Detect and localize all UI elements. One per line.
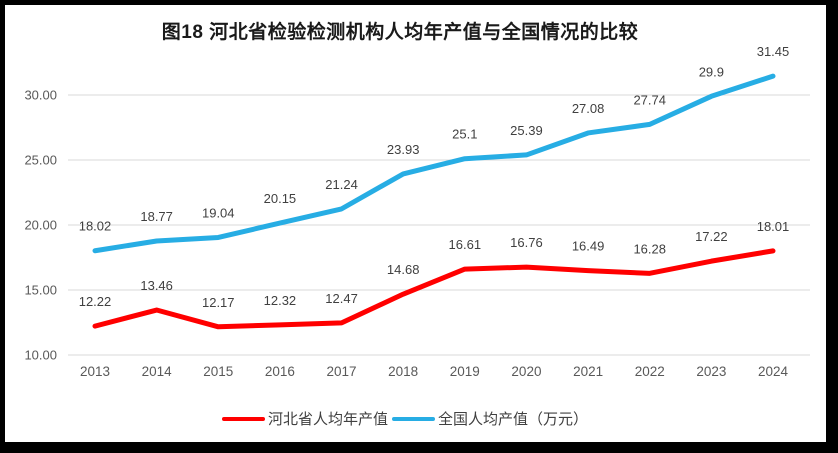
chart-legend: 河北省人均年产值 全国人均产值（万元） <box>5 408 805 429</box>
data-label-national: 25.39 <box>510 123 543 138</box>
data-label-national: 23.93 <box>387 142 420 157</box>
data-label-national: 25.1 <box>452 127 477 142</box>
data-label-hebei: 16.28 <box>633 241 666 256</box>
series-line-national <box>92 73 776 254</box>
legend-item-national: 全国人均产值（万元） <box>392 408 588 429</box>
chart-area: 图18 河北省检验检测机构人均年产值与全国情况的比较 10.00 15.00 20.… <box>5 5 826 442</box>
x-tick-label: 2015 <box>203 364 233 379</box>
data-label-hebei: 16.49 <box>572 239 605 254</box>
chart-title: 图18 河北省检验检测机构人均年产值与全国情况的比较 <box>161 22 639 43</box>
data-label-hebei: 12.17 <box>202 295 235 310</box>
x-tick-label: 2023 <box>696 364 726 379</box>
data-label-hebei: 12.47 <box>325 291 358 306</box>
data-label-national: 21.24 <box>325 177 358 192</box>
legend-item-hebei: 河北省人均年产值 <box>221 408 388 429</box>
data-label-hebei: 12.32 <box>264 293 297 308</box>
data-label-national: 18.02 <box>79 219 112 234</box>
legend-swatch-national-icon <box>392 416 435 421</box>
data-label-national: 19.04 <box>202 205 235 220</box>
legend-label-hebei: 河北省人均年产值 <box>267 411 388 428</box>
data-label-national: 20.15 <box>264 191 297 206</box>
x-tick-label: 2016 <box>265 364 295 379</box>
data-label-national: 31.45 <box>757 44 790 59</box>
x-tick-label: 2022 <box>635 364 665 379</box>
legend-label-national: 全国人均产值（万元） <box>438 411 589 428</box>
series-line-hebei <box>92 248 776 330</box>
x-tick-label: 2020 <box>511 364 541 379</box>
line-chart: 10.00 15.00 20.00 25.00 30.00 2013 2014 2015 201… <box>24 44 810 379</box>
data-label-hebei: 16.76 <box>510 235 543 250</box>
x-tick-label: 2017 <box>327 364 357 379</box>
x-tick-label: 2013 <box>80 364 110 379</box>
x-tick-label: 2018 <box>388 364 418 379</box>
data-label-hebei: 13.46 <box>140 278 173 293</box>
y-tick-label: 15.00 <box>24 283 57 298</box>
data-label-hebei: 17.22 <box>695 229 728 244</box>
data-label-national: 27.08 <box>572 101 605 116</box>
legend-swatch-hebei-icon <box>221 416 265 421</box>
data-label-hebei: 14.68 <box>387 262 420 277</box>
y-tick-label: 10.00 <box>24 348 57 363</box>
y-tick-label: 20.00 <box>24 218 57 233</box>
data-label-hebei: 12.22 <box>79 294 112 309</box>
x-tick-label: 2024 <box>758 364 789 379</box>
y-tick-label: 30.00 <box>24 88 57 103</box>
x-tick-label: 2019 <box>450 364 480 379</box>
data-label-national: 27.74 <box>633 92 666 107</box>
x-tick-label: 2014 <box>142 364 173 379</box>
y-tick-label: 25.00 <box>24 153 57 168</box>
x-tick-label: 2021 <box>573 364 603 379</box>
data-label-hebei: 16.61 <box>449 237 482 252</box>
data-label-national: 18.77 <box>140 209 173 224</box>
data-label-national: 29.9 <box>699 64 724 79</box>
data-label-hebei: 18.01 <box>757 219 790 234</box>
